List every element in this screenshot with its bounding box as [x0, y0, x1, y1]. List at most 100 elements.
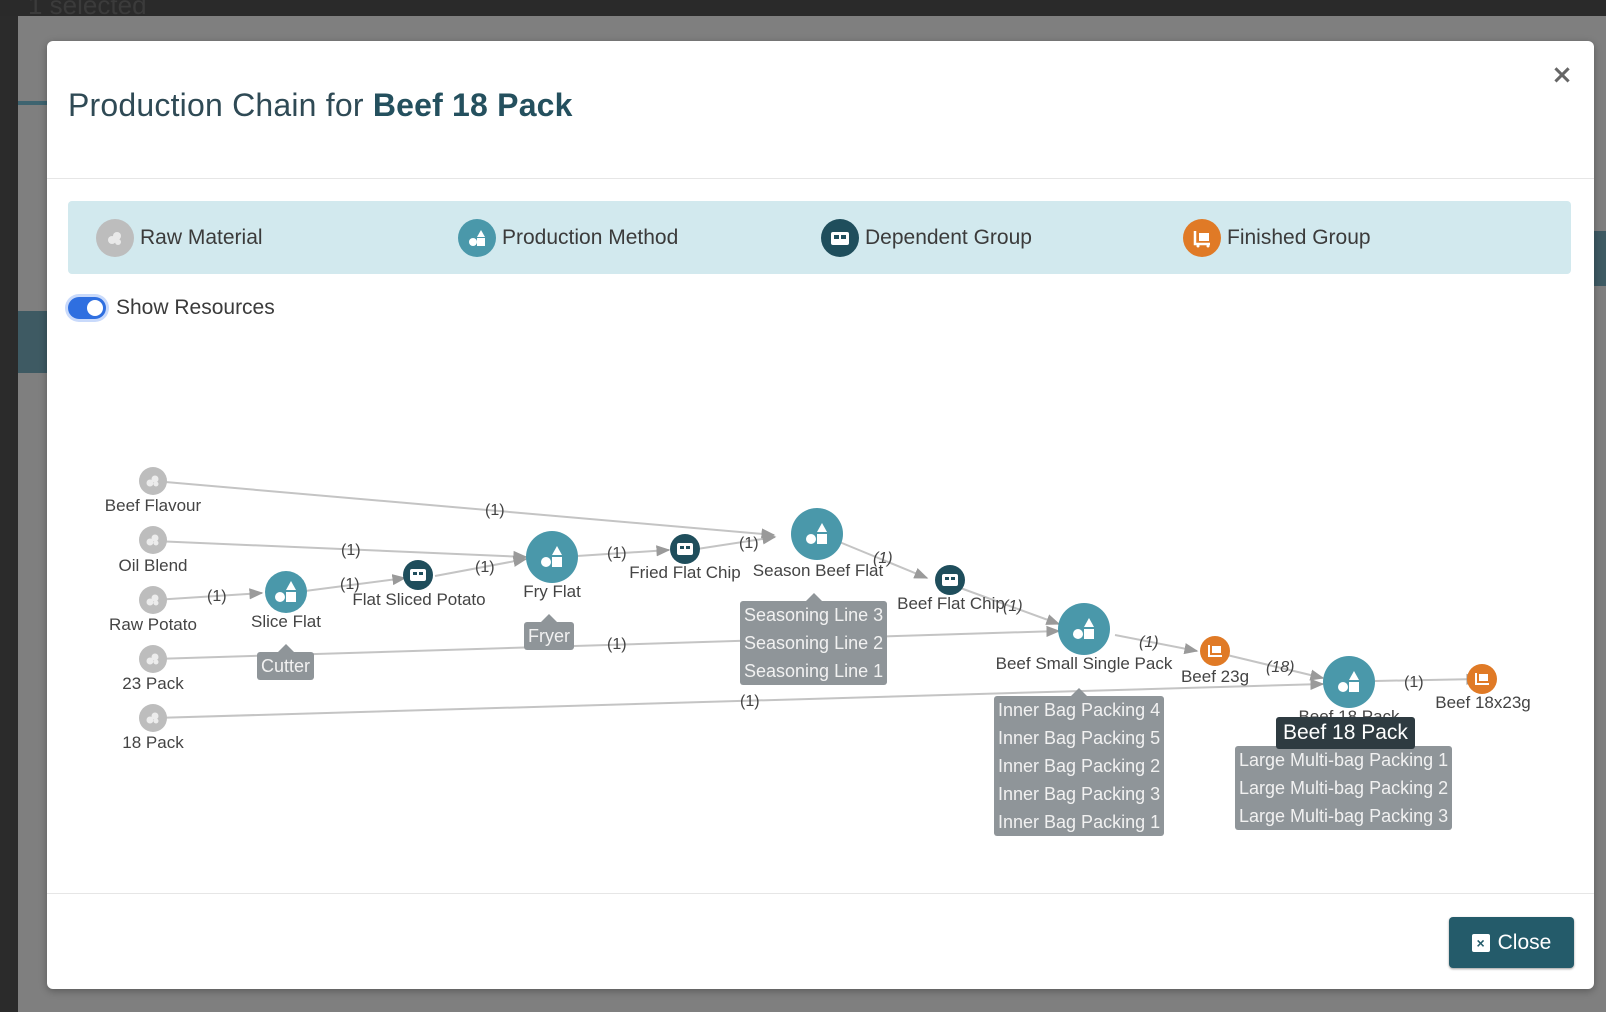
edge-label: (1)	[475, 559, 495, 576]
finished-group-icon	[1183, 219, 1221, 257]
node-label: Fry Flat	[523, 582, 581, 601]
edge-label: (18)	[1266, 659, 1294, 676]
node-label: Beef 23g	[1181, 667, 1249, 686]
edge-slice-flat-sliced	[304, 574, 407, 592]
node-label: Beef Small Single Pack	[996, 654, 1173, 673]
background-row-highlight	[18, 311, 48, 373]
node-label: Beef Flat Chip	[897, 594, 1005, 613]
resource-item: Inner Bag Packing 1	[998, 812, 1161, 832]
edge-label: (1)	[740, 693, 760, 710]
show-resources-toggle[interactable]	[68, 297, 106, 319]
node-23-pack[interactable]: 23 Pack	[122, 645, 184, 693]
toggle-knob	[87, 300, 103, 316]
raw-material-icon	[96, 219, 134, 257]
edge-18-pack-method	[153, 678, 1325, 719]
edge-18-pack-18x23g	[1374, 673, 1481, 685]
node-label: Slice Flat	[251, 612, 321, 631]
resources-beef-18-pack: Large Multi-bag Packing 1 Large Multi-ba…	[1235, 738, 1453, 830]
node-label: Season Beef Flat	[753, 561, 884, 580]
resources-season-beef-flat: Seasoning Line 3 Seasoning Line 2 Season…	[740, 593, 888, 685]
edge-fry-fried-chip	[576, 545, 671, 557]
legend-label: Dependent Group	[865, 226, 1032, 249]
resource-item: Seasoning Line 1	[744, 661, 884, 681]
edge-beef-flavour-season	[153, 480, 776, 540]
node-label: Flat Sliced Potato	[352, 590, 485, 609]
edge-beef-flat-chip-small-pack	[954, 585, 1061, 625]
resource-item: Inner Bag Packing 2	[998, 756, 1161, 776]
resource-item: Seasoning Line 3	[744, 605, 884, 625]
node-beef-small-single-pack[interactable]: Beef Small Single Pack	[996, 603, 1173, 673]
edge-beef-23g-18-pack	[1226, 654, 1325, 681]
production-chain-modal: Production Chain for Beef 18 Pack × Raw …	[47, 41, 1594, 989]
background-toolbar: 1 selected	[0, 0, 1606, 20]
legend: Raw Material Production Method Dependent…	[68, 201, 1571, 274]
show-resources-row: Show Resources	[68, 293, 275, 323]
edge-fried-chip-season	[696, 533, 777, 550]
edge-small-pack-beef-23g	[1114, 634, 1199, 655]
edge-label: (1)	[1003, 598, 1023, 615]
node-beef-23g[interactable]: Beef 23g	[1181, 636, 1249, 686]
edge-label: (1)	[340, 576, 360, 593]
edge-label: (1)	[207, 588, 227, 605]
node-flat-sliced-potato[interactable]: Flat Sliced Potato	[352, 560, 486, 609]
title-prefix: Production Chain for	[68, 87, 373, 123]
node-label: 18 Pack	[122, 733, 184, 752]
resource-item: Inner Bag Packing 4	[998, 700, 1161, 720]
resource-item: Large Multi-bag Packing 2	[1239, 778, 1449, 798]
background-tab-underline	[18, 101, 48, 105]
production-chain-graph[interactable]: (1) (1) (1) (1) (1) (1) (1) (1) (1) (1) …	[47, 41, 1594, 989]
resource-item: Seasoning Line 2	[744, 633, 884, 653]
node-fry-flat[interactable]: Fry Flat	[523, 531, 581, 601]
node-beef-18-pack[interactable]: Beef 18 Pack	[1298, 656, 1400, 726]
node-tooltip: Beef 18 Pack	[1276, 717, 1415, 749]
node-18-pack[interactable]: 18 Pack	[122, 704, 184, 752]
edge-labels: (1) (1) (1) (1) (1) (1) (1) (1) (1) (1) …	[207, 502, 1424, 710]
edge-flat-sliced-fry	[434, 555, 528, 577]
selection-count: 1 selected	[28, 0, 147, 20]
show-resources-label: Show Resources	[116, 296, 275, 319]
legend-item-production-method: Production Method	[458, 219, 678, 257]
resource-item: Inner Bag Packing 5	[998, 728, 1161, 748]
edge-label: (1)	[341, 542, 361, 559]
resource-item: Cutter	[261, 656, 311, 676]
title-product: Beef 18 Pack	[372, 87, 573, 123]
edge-raw-potato-slice	[153, 588, 264, 601]
edge-label: (1)	[607, 636, 627, 653]
node-label: Oil Blend	[119, 556, 188, 575]
close-icon[interactable]: ×	[1551, 60, 1573, 90]
dependent-group-icon	[821, 219, 859, 257]
node-label: Raw Potato	[109, 615, 197, 634]
resources-fry-flat: Fryer	[524, 614, 574, 650]
legend-item-finished-group: Finished Group	[1183, 219, 1371, 257]
legend-label: Raw Material	[140, 226, 263, 249]
legend-item-dependent-group: Dependent Group	[821, 219, 1032, 257]
node-label: Fried Flat Chip	[629, 563, 740, 582]
node-label: Beef Flavour	[105, 496, 202, 515]
graph-edges	[153, 480, 1481, 719]
resources-beef-small-single-pack: Inner Bag Packing 4 Inner Bag Packing 5 …	[994, 688, 1165, 836]
resource-item: Inner Bag Packing 3	[998, 784, 1161, 804]
edge-season-beef-flat-chip	[836, 540, 929, 579]
close-button[interactable]: × Close	[1449, 917, 1574, 968]
edge-label: (1)	[1139, 634, 1159, 651]
resource-item: Large Multi-bag Packing 3	[1239, 806, 1449, 826]
node-beef-flavour[interactable]: Beef Flavour	[105, 467, 202, 515]
resource-item: Large Multi-bag Packing 1	[1239, 750, 1449, 770]
resources-slice-flat: Cutter	[257, 644, 315, 680]
node-fried-flat-chip[interactable]: Fried Flat Chip	[629, 534, 741, 582]
node-label: 23 Pack	[122, 674, 184, 693]
close-button-label: Close	[1497, 930, 1552, 954]
modal-footer-divider	[47, 893, 1594, 894]
node-beef-18x23g[interactable]: Beef 18x23g	[1435, 664, 1531, 712]
node-oil-blend[interactable]: Oil Blend	[119, 526, 188, 575]
node-slice-flat[interactable]: Slice Flat	[251, 571, 321, 631]
legend-item-raw-material: Raw Material	[96, 219, 263, 257]
edge-label: (1)	[1404, 674, 1424, 691]
node-season-beef-flat[interactable]: Season Beef Flat	[753, 508, 884, 580]
node-beef-flat-chip[interactable]: Beef Flat Chip	[897, 565, 1005, 613]
legend-label: Production Method	[502, 226, 679, 249]
edge-label: (1)	[739, 535, 759, 552]
modal-title: Production Chain for Beef 18 Pack	[68, 87, 573, 124]
production-method-icon	[458, 219, 496, 257]
node-raw-potato[interactable]: Raw Potato	[109, 586, 197, 634]
